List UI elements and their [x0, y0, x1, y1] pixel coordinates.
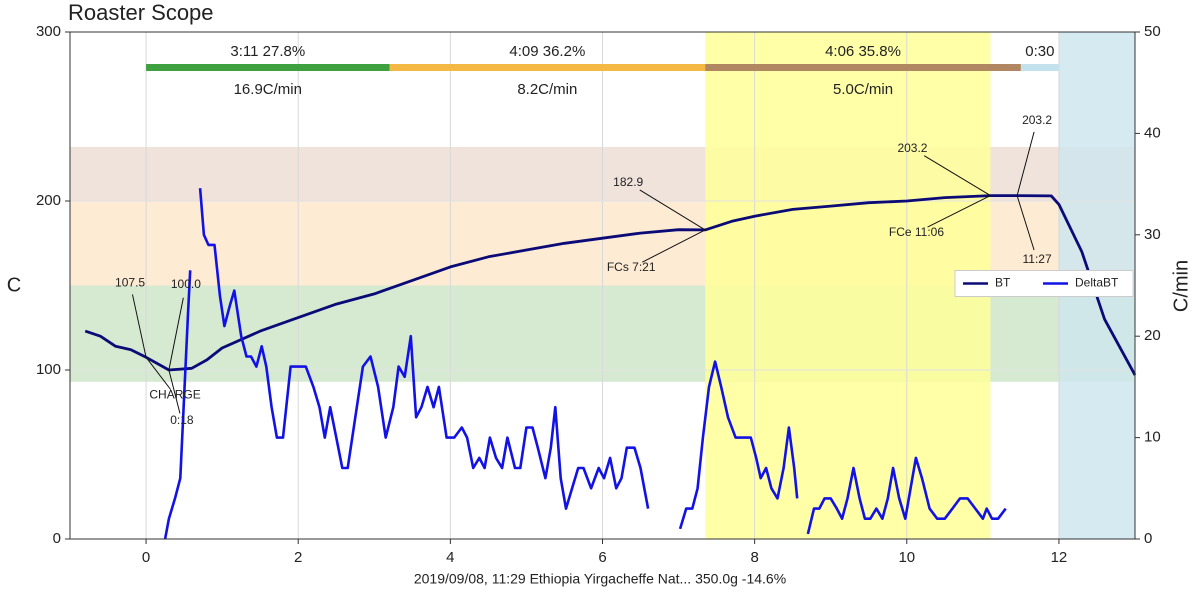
phase-label: 4:09 36.2%: [509, 43, 585, 60]
annotation: 0:18: [170, 413, 194, 427]
phase-bar: [705, 64, 1021, 71]
x-span: [705, 32, 991, 539]
phase-rate: 8.2C/min: [517, 81, 577, 98]
x-tick-label: 8: [750, 549, 758, 566]
annotation: 203.2: [897, 141, 927, 155]
annotation: 100.0: [171, 277, 201, 291]
y-tick-label: 100: [36, 361, 61, 378]
y-axis-label: C: [7, 274, 21, 296]
x-tick-label: 12: [1051, 549, 1068, 566]
annotation-leader: [642, 229, 706, 263]
phase-rate: 16.9C/min: [234, 81, 302, 98]
chart-title: Roaster Scope: [68, 0, 214, 25]
y2-tick-label: 40: [1144, 124, 1161, 141]
series-line: [163, 188, 1007, 540]
phase-label: 4:06 35.8%: [825, 43, 901, 60]
annotation-leader: [131, 294, 147, 358]
annotation-leader: [145, 357, 172, 390]
series-line: [84, 194, 1137, 376]
annotation-leader: [168, 297, 184, 371]
x-tick-label: 4: [446, 549, 454, 566]
legend-label: BT: [995, 276, 1011, 290]
annotation-leader: [923, 155, 991, 197]
y2-tick-label: 30: [1144, 226, 1161, 243]
phase-label: 3:11 27.8%: [230, 43, 305, 60]
footer: 2019/09/08, 11:29 Ethiopia Yirgacheffe N…: [414, 571, 786, 587]
annotation-leader: [168, 369, 181, 414]
y2-tick-label: 10: [1144, 429, 1161, 446]
annotation-leader: [1016, 195, 1035, 251]
phase-bar: [1020, 64, 1059, 71]
annotation-leader: [927, 195, 991, 228]
x-tick-label: 0: [142, 549, 150, 566]
y2-tick-label: 50: [1144, 23, 1161, 40]
phase-bar: [146, 64, 390, 71]
annotation: 11:27: [1023, 252, 1052, 266]
annotation: FCs 7:21: [607, 260, 656, 274]
x-tick-label: 10: [898, 549, 915, 566]
plot-frame: [69, 31, 1136, 540]
annotation-leader: [639, 189, 706, 231]
y-tick-label: 200: [36, 192, 61, 209]
x-tick-label: 2: [294, 549, 302, 566]
phase-bar: [389, 64, 706, 71]
y-tick-label: 300: [36, 23, 61, 40]
annotation: FCe 11:06: [889, 225, 944, 239]
phase-rate: 5.0C/min: [833, 81, 893, 98]
phase-label: 0:30: [1025, 43, 1054, 60]
annotation: 107.5: [115, 275, 145, 289]
annotation-leader: [1016, 131, 1035, 196]
y-tick-label: 0: [53, 530, 61, 547]
legend-label: DeltaBT: [1075, 276, 1119, 290]
y2-axis-label: C/min: [1170, 260, 1192, 312]
annotation: 203.2: [1022, 113, 1052, 127]
y2-tick-label: 0: [1144, 530, 1152, 547]
annotation: 182.9: [613, 175, 643, 189]
x-tick-label: 6: [598, 549, 606, 566]
y2-tick-label: 20: [1144, 327, 1161, 344]
